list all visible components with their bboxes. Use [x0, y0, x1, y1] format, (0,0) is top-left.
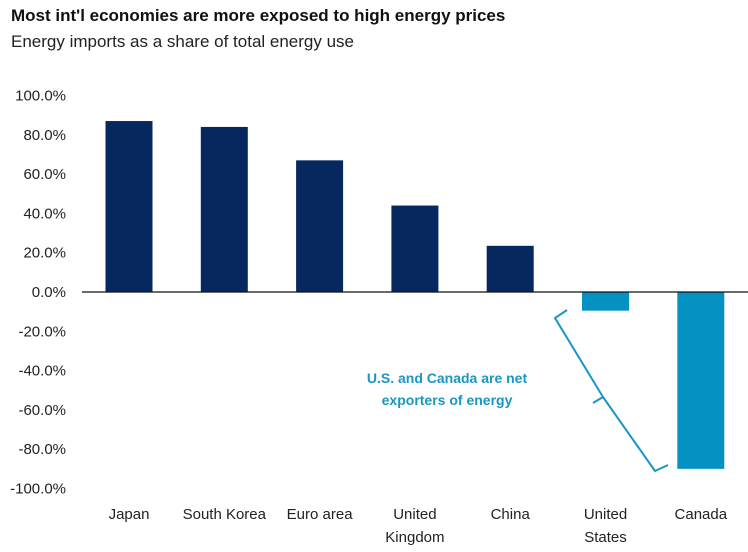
category-label: Japan [109, 506, 150, 523]
category-label: United [393, 506, 436, 523]
bar [296, 160, 344, 292]
category-label: South Korea [183, 506, 267, 523]
y-tick-label: -40.0% [18, 363, 66, 380]
y-tick-label: 60.0% [23, 166, 66, 183]
category-label: States [584, 529, 627, 546]
y-tick-label: -100.0% [10, 481, 66, 498]
bar [486, 245, 534, 292]
chart-title: Most int'l economies are more exposed to… [11, 6, 506, 25]
chart-subtitle: Energy imports as a share of total energ… [11, 32, 355, 51]
y-tick-label: 100.0% [15, 88, 66, 105]
annotation-line-1: U.S. and Canada are net [367, 370, 528, 386]
bar [200, 126, 248, 292]
y-tick-label: -80.0% [18, 441, 66, 458]
annotation-brace [553, 309, 669, 473]
category-label: China [491, 506, 531, 523]
y-tick-label: -20.0% [18, 323, 66, 340]
category-label: Canada [675, 506, 728, 523]
y-tick-label: 20.0% [23, 245, 66, 262]
bar [391, 205, 439, 292]
y-tick-label: 40.0% [23, 205, 66, 222]
bar [105, 121, 153, 292]
y-tick-label: 0.0% [32, 284, 66, 301]
bar [582, 292, 629, 311]
annotation-line-2: exporters of energy [382, 392, 513, 408]
category-label: Euro area [287, 506, 354, 523]
category-label: United [584, 506, 627, 523]
y-tick-label: 80.0% [23, 127, 66, 144]
y-tick-label: -60.0% [18, 402, 66, 419]
category-label: Kingdom [385, 529, 444, 546]
bar [677, 292, 725, 469]
